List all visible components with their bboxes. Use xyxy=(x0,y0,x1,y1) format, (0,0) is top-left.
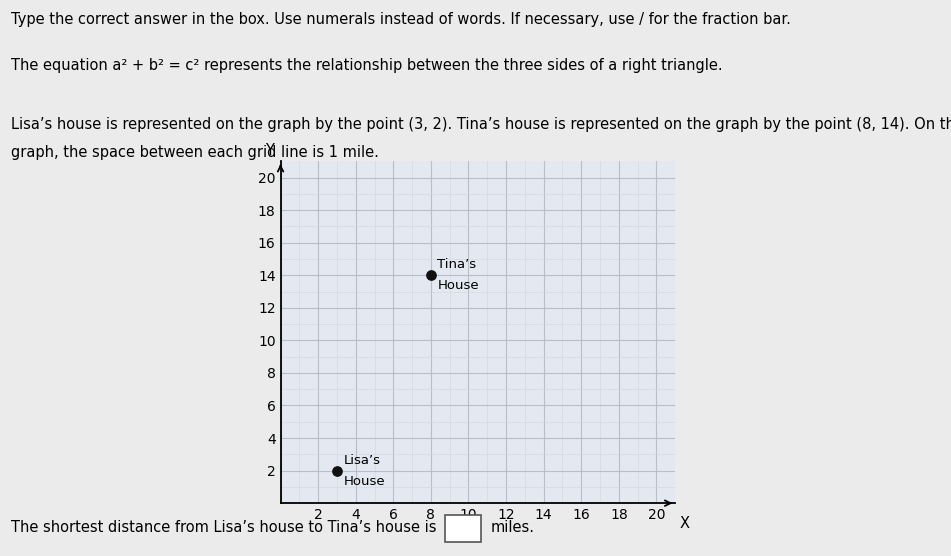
Point xyxy=(329,466,344,475)
Text: House: House xyxy=(437,279,479,292)
Text: Lisa’s: Lisa’s xyxy=(343,454,380,466)
Text: Type the correct answer in the box. Use numerals instead of words. If necessary,: Type the correct answer in the box. Use … xyxy=(11,12,791,27)
Text: House: House xyxy=(343,475,385,488)
Point xyxy=(423,271,438,280)
Text: graph, the space between each grid line is 1 mile.: graph, the space between each grid line … xyxy=(11,145,379,160)
Text: miles.: miles. xyxy=(491,520,534,534)
Text: X: X xyxy=(680,516,689,531)
Text: The equation a² + b² = c² represents the relationship between the three sides of: The equation a² + b² = c² represents the… xyxy=(11,58,723,73)
Text: Y: Y xyxy=(264,143,274,158)
Text: Lisa’s house is represented on the graph by the point (3, 2). Tina’s house is re: Lisa’s house is represented on the graph… xyxy=(11,117,951,132)
Text: The shortest distance from Lisa’s house to Tina’s house is: The shortest distance from Lisa’s house … xyxy=(11,520,437,534)
Text: Tina’s: Tina’s xyxy=(437,258,476,271)
